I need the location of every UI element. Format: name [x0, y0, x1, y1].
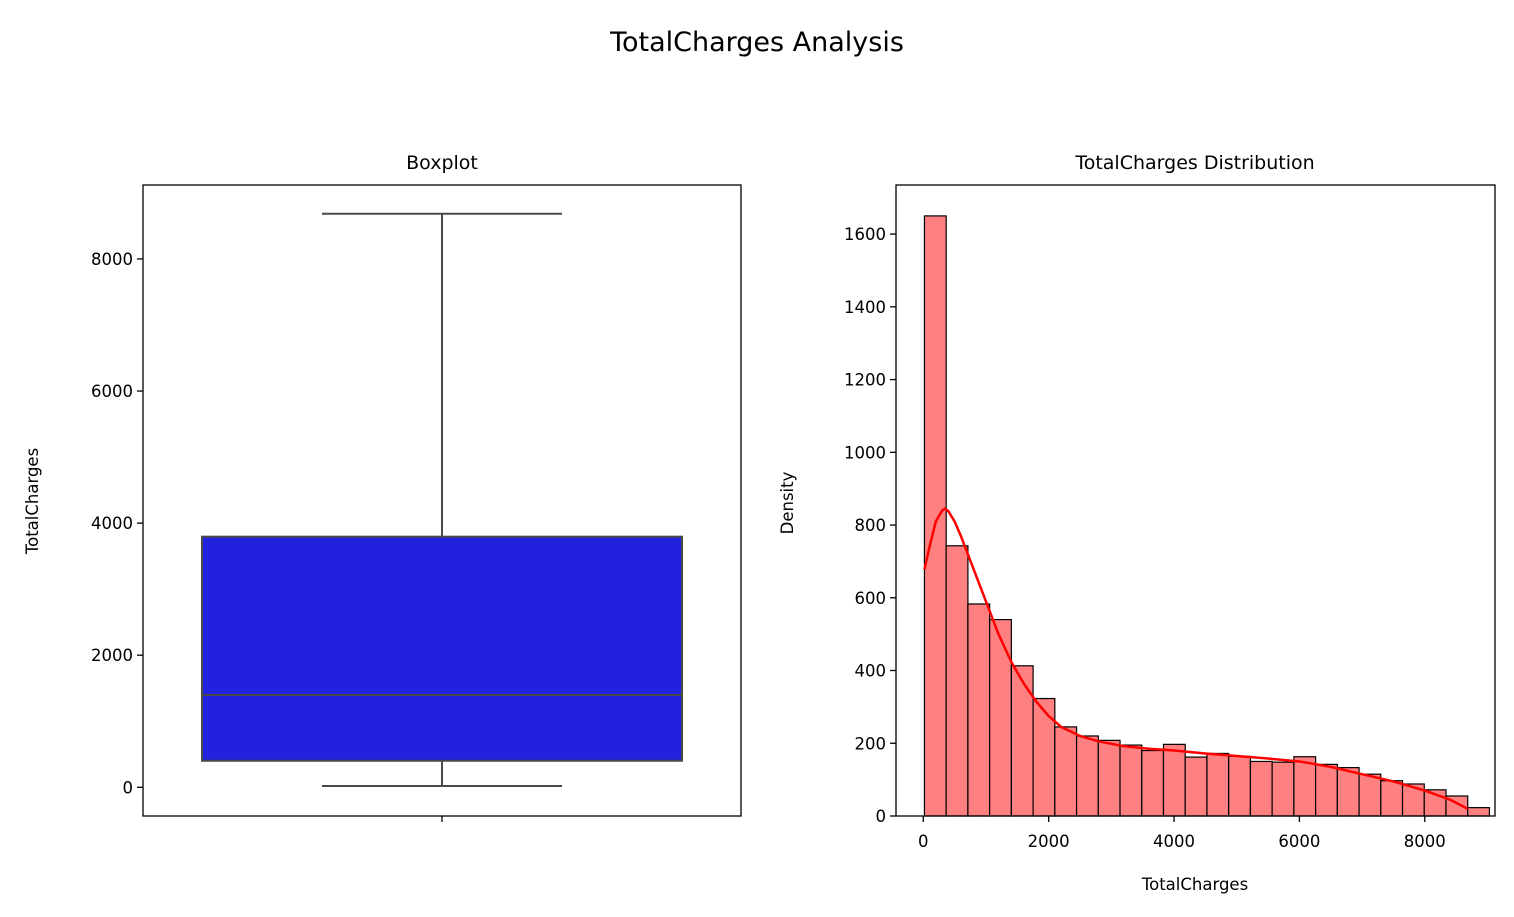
histogram-y-tick-label: 1000 [844, 443, 886, 462]
histogram-bar [1249, 760, 1273, 817]
boxplot-y-tick-label: 4000 [91, 514, 133, 533]
interquartile-box [201, 535, 683, 762]
histogram-bar [1358, 773, 1382, 817]
histogram-bar [1032, 697, 1056, 817]
figure-suptitle: TotalCharges Analysis [609, 27, 904, 58]
histogram-bar [1271, 761, 1295, 817]
histogram-bar [1336, 767, 1360, 817]
histogram-x-ticks: 0 2000 4000 6000 8000 [918, 816, 1446, 851]
kde-line [923, 507, 1469, 810]
histogram-y-tick-label: 600 [855, 589, 887, 608]
histogram-bar [1293, 756, 1317, 817]
histogram-bar [923, 215, 947, 817]
histogram-bars [923, 215, 1491, 817]
histogram-y-tick-label: 200 [855, 734, 887, 753]
boxplot-y-tick-label: 2000 [91, 646, 133, 665]
histogram-y-tick-label: 1400 [844, 298, 886, 317]
histogram-y-tick-label: 400 [855, 662, 887, 681]
histogram-bar [1228, 755, 1252, 817]
histogram-bar [1206, 752, 1230, 817]
histogram-y-tick-label: 800 [855, 516, 887, 535]
histogram-x-tick-label: 0 [918, 832, 929, 851]
histogram-axes: TotalCharges Distribution Density TotalC… [778, 152, 1496, 894]
histogram-bar [1184, 756, 1208, 817]
histogram-y-tick-label: 0 [876, 807, 887, 826]
boxplot-y-tick-label: 6000 [91, 382, 133, 401]
boxplot-y-axis-label: TotalCharges [23, 448, 42, 555]
histogram-bar [1141, 749, 1165, 817]
boxplot-y-ticks: 0 2000 4000 6000 8000 [91, 250, 143, 797]
boxplot-box-group [201, 212, 683, 788]
histogram-x-axis-label: TotalCharges [1141, 875, 1248, 894]
histogram-bar [1119, 744, 1143, 817]
histogram-x-tick-label: 2000 [1028, 832, 1070, 851]
histogram-y-tick-label: 1600 [844, 225, 886, 244]
histogram-title: TotalCharges Distribution [1074, 152, 1314, 174]
histogram-bar [945, 545, 969, 817]
histogram-x-tick-label: 6000 [1278, 832, 1320, 851]
histogram-axes-frame [895, 184, 1496, 817]
histogram-x-tick-label: 4000 [1153, 832, 1195, 851]
histogram-bar [1097, 739, 1121, 817]
boxplot-title: Boxplot [406, 152, 478, 174]
histogram-bar [1075, 735, 1099, 817]
histogram-y-ticks: 0 200 400 600 800 1000 1200 1400 1600 [844, 225, 896, 826]
histogram-bar [1380, 780, 1404, 817]
boxplot-axes: Boxplot TotalCharges 0 2000 4000 6000 8000 [23, 152, 742, 822]
histogram-x-tick-label: 8000 [1404, 832, 1446, 851]
histogram-bar [1162, 743, 1186, 817]
boxplot-y-tick-label: 0 [123, 778, 134, 797]
histogram-y-tick-label: 1200 [844, 371, 886, 390]
histogram-bar [989, 619, 1012, 817]
histogram-y-axis-label: Density [778, 471, 797, 534]
histogram-bar [967, 603, 991, 817]
histogram-bar [1467, 807, 1491, 817]
histogram-bar [1054, 726, 1078, 817]
boxplot-y-tick-label: 8000 [91, 250, 133, 269]
histogram-bar [1010, 665, 1034, 817]
histogram-bar [1315, 763, 1338, 817]
